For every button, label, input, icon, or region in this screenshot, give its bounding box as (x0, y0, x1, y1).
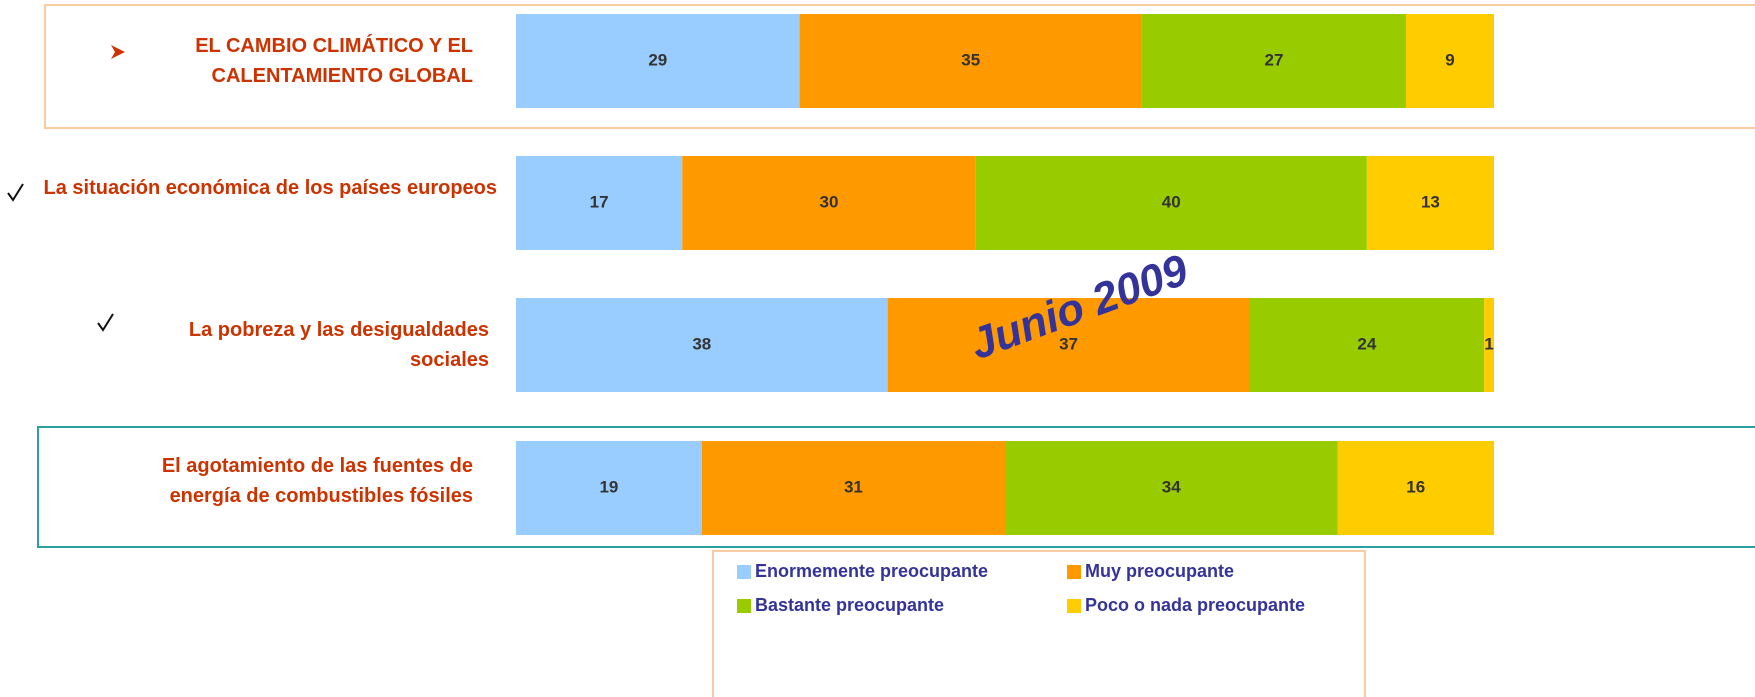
data-label: 27 (1264, 50, 1283, 69)
legend: Enormemente preocupante Muy preocupante Ba… (737, 561, 1305, 615)
bar-segment (1249, 298, 1485, 392)
data-label: 35 (961, 50, 980, 69)
bar-segment (701, 441, 1005, 535)
legend-swatch (1067, 599, 1081, 613)
bar-segment (887, 298, 1250, 392)
legend-swatch (737, 565, 751, 579)
data-label: 30 (819, 192, 838, 211)
data-label: 29 (648, 50, 667, 69)
data-label: 19 (599, 477, 618, 496)
data-label: 24 (1357, 334, 1376, 353)
category-label: La situación económica de los países eur… (43, 177, 497, 199)
bar-segment (516, 441, 702, 535)
bar-segment (1005, 441, 1338, 535)
data-label: 37 (1059, 334, 1078, 353)
data-label: 1 (1484, 334, 1493, 353)
data-label: 9 (1445, 50, 1454, 69)
legend-label: Muy preocupante (1085, 561, 1234, 581)
legend-swatch (737, 599, 751, 613)
bar-segment (516, 298, 888, 392)
bars: 29 35 27 9 17 30 40 13 38 37 24 1 19 31 34 16 (516, 14, 1494, 535)
data-label: 40 (1162, 192, 1181, 211)
data-label: 34 (1162, 477, 1181, 496)
bullet-check (7, 183, 24, 202)
category-label: El agotamiento de las fuentes de energía… (161, 455, 473, 507)
highlight-box (37, 426, 1755, 548)
bullet-check (97, 313, 114, 332)
bar-segment (1141, 14, 1406, 108)
data-label: 31 (844, 477, 863, 496)
bar-segment (682, 156, 976, 250)
bar-segment (1405, 14, 1494, 108)
legend-label: Bastante preocupante (755, 595, 944, 615)
bar-segment (516, 14, 800, 108)
data-label: 16 (1406, 477, 1425, 496)
data-label: 13 (1421, 192, 1440, 211)
highlight-box (44, 4, 1755, 129)
bar-segment (1366, 156, 1494, 250)
bar-segment (799, 14, 1142, 108)
data-label: 38 (692, 334, 711, 353)
data-label: 17 (590, 192, 609, 211)
category-label: La pobreza y las desigualdades sociales (188, 319, 489, 371)
bar-segment (975, 156, 1367, 250)
bullet-arrow (111, 45, 125, 59)
legend-label: Poco o nada preocupante (1085, 595, 1305, 615)
category-label: EL CAMBIO CLIMÁTICO Y EL CALENTAMIENTO G… (195, 35, 473, 87)
bar-segment (516, 156, 683, 250)
legend-box (712, 550, 1366, 697)
legend-label: Enormemente preocupante (755, 561, 988, 581)
bar-segment (1337, 441, 1494, 535)
legend-swatch (1067, 565, 1081, 579)
bar-segment (1484, 298, 1494, 392)
